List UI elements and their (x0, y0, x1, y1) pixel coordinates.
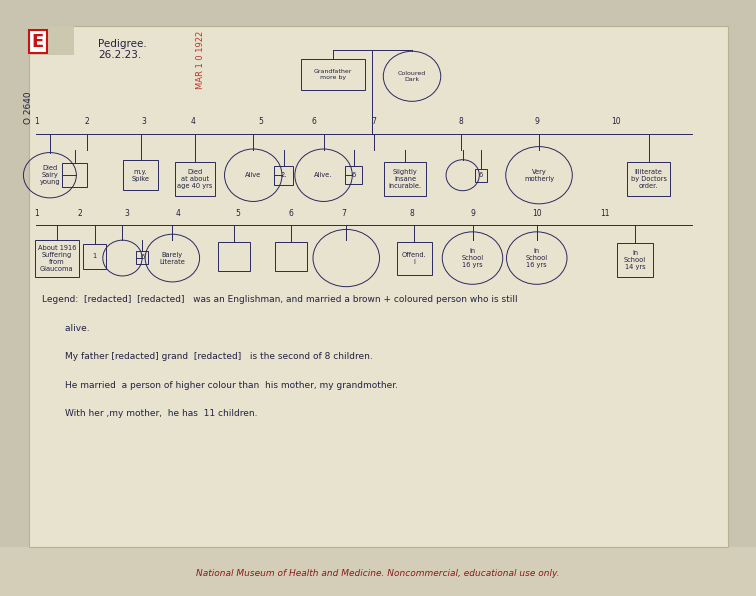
Text: He married  a person of higher colour than  his mother, my grandmother.: He married a person of higher colour tha… (42, 381, 398, 390)
Text: 1: 1 (34, 117, 39, 126)
Bar (29, 26, 74, 55)
Text: Illiterate
by Doctors
order.: Illiterate by Doctors order. (631, 169, 667, 189)
Bar (275, 242, 307, 271)
Text: 3: 3 (141, 117, 146, 126)
Bar (397, 242, 432, 275)
Text: 9: 9 (534, 117, 539, 126)
Bar (136, 251, 148, 264)
Bar (218, 242, 250, 271)
Text: 2: 2 (85, 117, 89, 126)
Text: In
School
14 yrs: In School 14 yrs (624, 250, 646, 270)
Bar (627, 162, 670, 196)
Text: 9: 9 (470, 209, 475, 218)
Bar (274, 166, 293, 185)
Text: With her ,my mother,  he has  11 children.: With her ,my mother, he has 11 children. (42, 409, 257, 418)
Text: 6: 6 (140, 254, 144, 260)
Text: 7: 7 (372, 117, 376, 126)
Text: 4: 4 (191, 117, 195, 126)
Bar (83, 244, 106, 269)
Text: m.y.
Spike: m.y. Spike (132, 169, 150, 182)
Text: 6: 6 (311, 117, 316, 126)
Text: 10: 10 (612, 117, 621, 126)
Text: 7: 7 (342, 209, 346, 218)
Bar (475, 169, 487, 182)
Bar (35, 240, 79, 277)
Text: Alive: Alive (245, 172, 262, 178)
Text: Slightly
insane
incurable.: Slightly insane incurable. (389, 169, 422, 189)
Bar (62, 163, 88, 187)
Text: 2: 2 (77, 209, 82, 218)
Text: 1: 1 (34, 209, 39, 218)
Text: In
School
16 yrs: In School 16 yrs (525, 248, 548, 268)
Text: 6: 6 (352, 172, 356, 178)
Text: Very
motherly: Very motherly (524, 169, 554, 182)
Text: In
School
16 yrs: In School 16 yrs (461, 248, 484, 268)
Text: 10: 10 (532, 209, 541, 218)
Text: 6: 6 (289, 209, 293, 218)
Text: 6: 6 (479, 172, 483, 178)
Bar (300, 59, 364, 90)
Text: My father [redacted] grand  [redacted]   is the second of 8 children.: My father [redacted] grand [redacted] is… (42, 352, 372, 361)
Text: Alive.: Alive. (314, 172, 333, 178)
Text: Died
at about
age 40 yrs: Died at about age 40 yrs (178, 169, 212, 189)
Bar (345, 166, 362, 184)
Text: Legend:  [redacted]  [redacted]   was an Englishman, and married a brown + colou: Legend: [redacted] [redacted] was an Eng… (42, 295, 517, 304)
Text: Barely
Literate: Barely Literate (160, 252, 185, 265)
Text: 4: 4 (175, 209, 180, 218)
Text: National Museum of Health and Medicine. Noncommercial, educational use only.: National Museum of Health and Medicine. … (197, 569, 559, 578)
Text: Pedigree.
26.2.23.: Pedigree. 26.2.23. (98, 39, 147, 60)
Text: 5: 5 (259, 117, 263, 126)
Text: 5: 5 (236, 209, 240, 218)
Text: MAR 1 0 1922: MAR 1 0 1922 (196, 30, 205, 89)
Text: Offend.
I: Offend. I (402, 252, 426, 265)
Text: 11: 11 (600, 209, 609, 218)
Text: 3: 3 (125, 209, 129, 218)
Bar (175, 162, 215, 196)
Text: Grandfather
more by: Grandfather more by (314, 69, 352, 80)
Text: 8: 8 (410, 209, 414, 218)
Text: alive.: alive. (42, 324, 89, 333)
Text: 1: 1 (92, 253, 97, 259)
Text: E: E (32, 33, 44, 51)
Bar (384, 162, 426, 196)
Text: Died
Sairy
young: Died Sairy young (39, 165, 60, 185)
Text: 2.: 2. (280, 172, 287, 178)
Bar (0, 547, 756, 596)
FancyBboxPatch shape (29, 26, 728, 547)
Text: O 2640: O 2640 (24, 91, 33, 123)
Bar (123, 160, 158, 190)
Bar (617, 243, 653, 277)
Text: Coloured
Dark: Coloured Dark (398, 71, 426, 82)
Text: About 1916
Suffering
from
Glaucoma: About 1916 Suffering from Glaucoma (38, 244, 76, 272)
Text: 8: 8 (459, 117, 463, 126)
